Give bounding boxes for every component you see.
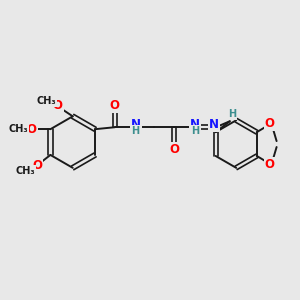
Text: O: O [265,117,275,130]
Text: CH₃: CH₃ [16,166,35,176]
Text: O: O [265,158,275,171]
Text: O: O [27,123,37,136]
Text: O: O [53,99,63,112]
Text: O: O [110,99,120,112]
Text: CH₃: CH₃ [9,124,28,134]
Text: N: N [209,118,219,131]
Text: N: N [190,118,200,131]
Text: CH₃: CH₃ [36,97,56,106]
Text: H: H [228,109,236,119]
Text: O: O [169,142,179,155]
Text: O: O [32,159,43,172]
Text: H: H [132,126,140,136]
Text: N: N [131,118,141,131]
Text: H: H [191,126,199,136]
